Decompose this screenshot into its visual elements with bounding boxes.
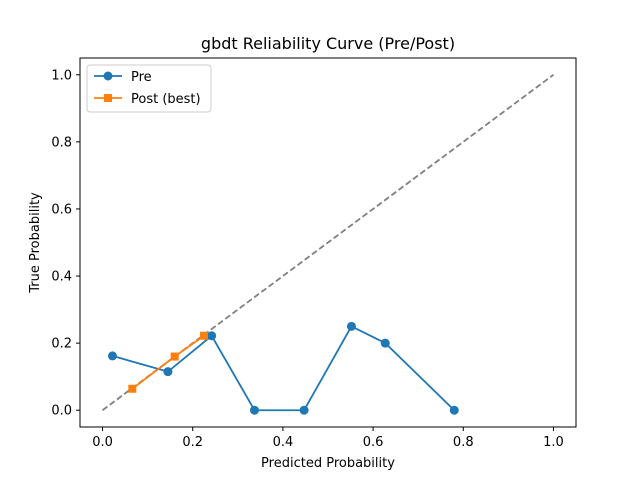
axis-ticks: 0.0 0.2 0.4 0.6 0.8 1.0 0.0 0.2 0.4 0.6 0.8 1.0 <box>51 68 563 450</box>
series-point-0-1 <box>163 367 173 377</box>
x-tick-label-5: 1.0 <box>543 435 564 450</box>
y-tick-label-1: 0.2 <box>51 337 72 352</box>
axes-frame <box>79 57 577 428</box>
x-axis-label: Predicted Probability <box>261 456 395 471</box>
y-tick-label-5: 1.0 <box>51 68 72 83</box>
legend-label-0: Pre <box>131 70 152 85</box>
series-point-1-1 <box>170 352 179 361</box>
series-point-0-3 <box>250 405 260 415</box>
y-tick-label-2: 0.4 <box>51 270 72 285</box>
legend-marker-1 <box>104 94 112 102</box>
legend-label-1: Post (best) <box>131 92 201 107</box>
series-line-1 <box>131 335 205 390</box>
x-tick-label-3: 0.6 <box>363 435 384 450</box>
plot-area <box>102 74 554 415</box>
y-tick-label-0: 0.0 <box>51 404 72 419</box>
series-point-0-2 <box>207 331 217 341</box>
y-axis-label: True Probability <box>28 192 43 294</box>
series-point-0-0 <box>107 351 117 361</box>
series-line-0 <box>112 325 455 412</box>
series-point-1-0 <box>128 384 137 393</box>
x-tick-label-0: 0.0 <box>92 435 113 450</box>
series-point-0-7 <box>449 405 459 415</box>
chart-title: gbdt Reliability Curve (Pre/Post) <box>201 34 455 53</box>
x-tick-label-4: 0.8 <box>453 435 474 450</box>
series-point-0-6 <box>380 338 390 348</box>
y-tick-label-4: 0.8 <box>51 135 72 150</box>
x-tick-label-2: 0.4 <box>273 435 294 450</box>
legend: Pre Post (best) <box>86 64 212 113</box>
legend-marker-0 <box>103 71 113 81</box>
series-point-0-5 <box>346 321 356 331</box>
x-tick-label-1: 0.2 <box>182 435 203 450</box>
y-tick-label-3: 0.6 <box>51 202 72 217</box>
series-point-0-4 <box>299 405 309 415</box>
series-point-1-2 <box>200 331 208 340</box>
